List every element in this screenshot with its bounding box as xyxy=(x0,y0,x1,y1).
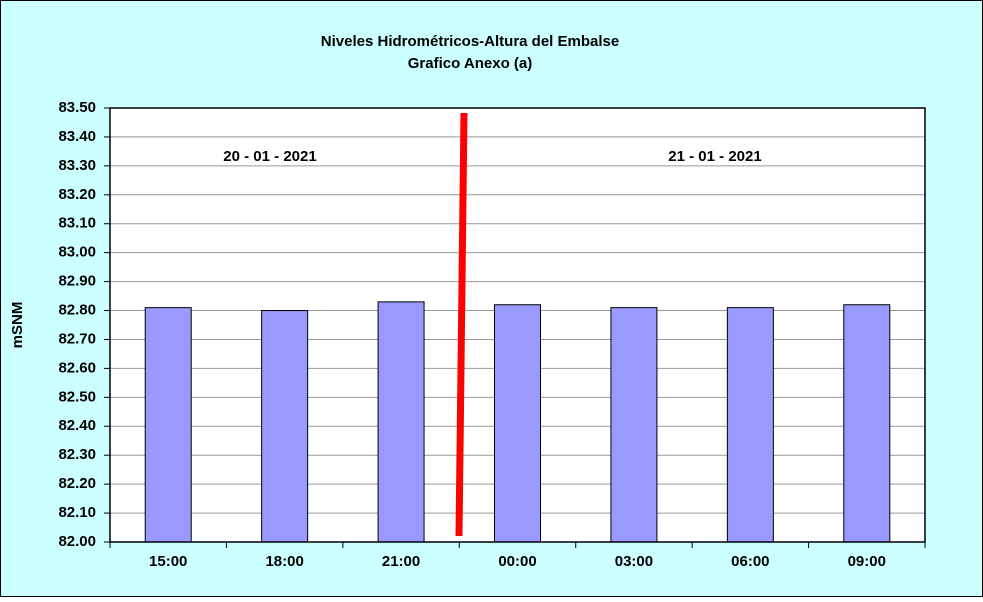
bar xyxy=(494,304,541,543)
bar xyxy=(610,307,658,543)
y-tick-label: 82.50 xyxy=(58,388,96,405)
y-tick-label: 82.60 xyxy=(58,359,96,376)
x-tick-label: 03:00 xyxy=(615,553,653,570)
y-tick-label: 82.30 xyxy=(58,446,96,463)
bar xyxy=(377,301,425,543)
chart-subtitle: Grafico Anexo (a) xyxy=(408,55,532,72)
x-tick-label: 18:00 xyxy=(265,553,303,570)
plot-frame xyxy=(109,107,926,543)
y-tick-label: 83.50 xyxy=(58,99,96,116)
y-tick-label: 83.10 xyxy=(58,215,96,232)
bar xyxy=(726,307,774,543)
y-tick-label: 82.90 xyxy=(58,273,96,290)
annotation: 20 - 01 - 2021 xyxy=(223,148,316,165)
x-tick-label: 21:00 xyxy=(382,553,420,570)
y-tick-label: 82.70 xyxy=(58,330,96,347)
y-tick-label: 82.80 xyxy=(58,302,96,319)
y-tick-label: 82.40 xyxy=(58,417,96,434)
bar xyxy=(144,307,192,543)
chart-title: Niveles Hidrométricos-Altura del Embalse xyxy=(321,33,619,50)
y-tick-label: 83.20 xyxy=(58,186,96,203)
x-tick-label: 06:00 xyxy=(731,553,769,570)
day-separator xyxy=(455,112,468,537)
bar xyxy=(261,310,309,543)
x-tick-label: 15:00 xyxy=(149,553,187,570)
bar xyxy=(843,304,891,543)
y-tick-label: 83.00 xyxy=(58,244,96,261)
x-tick-label: 09:00 xyxy=(848,553,886,570)
y-axis-label: mSNM xyxy=(9,302,26,349)
y-tick-label: 82.20 xyxy=(58,475,96,492)
y-tick-label: 83.30 xyxy=(58,157,96,174)
annotation: 21 - 01 - 2021 xyxy=(668,148,761,165)
y-tick-label: 82.00 xyxy=(58,533,96,550)
y-tick-label: 83.40 xyxy=(58,128,96,145)
y-tick-label: 82.10 xyxy=(58,504,96,521)
x-tick-label: 00:00 xyxy=(498,553,536,570)
